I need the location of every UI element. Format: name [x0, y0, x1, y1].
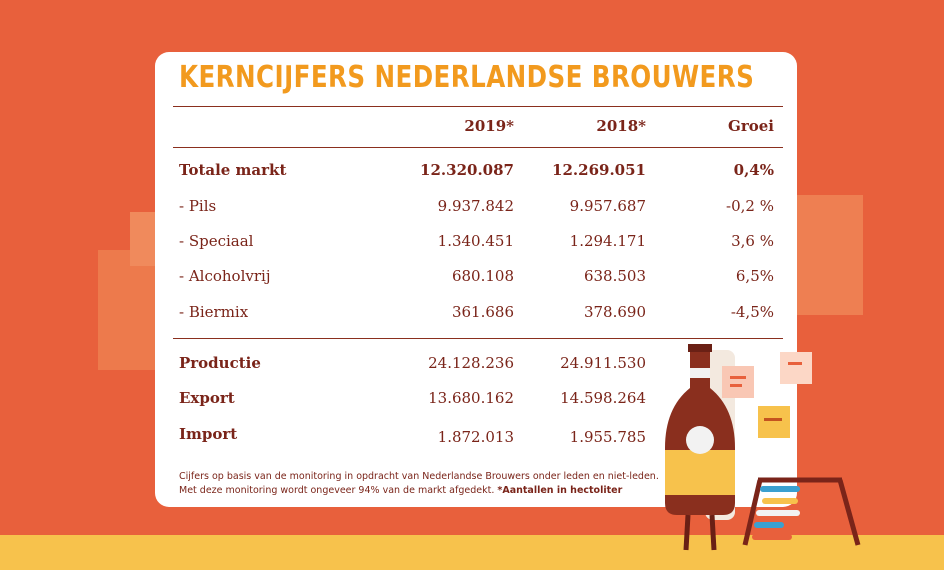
floor: [0, 535, 944, 570]
cell-value: 12.269.051: [552, 161, 646, 179]
row-label: Export: [179, 389, 235, 407]
note-line: [764, 418, 782, 421]
row-label: - Speciaal: [179, 232, 254, 250]
decor-block: [790, 195, 863, 315]
cell-value: 1.340.451: [437, 232, 514, 250]
cell-value: 361.686: [451, 303, 514, 321]
cell-value: 0,4%: [733, 161, 774, 179]
row-label: - Pils: [179, 197, 217, 215]
note: [758, 406, 790, 438]
bead: [754, 522, 784, 528]
beer: [665, 450, 735, 495]
column-header: 2018*: [596, 117, 646, 135]
row-label: - Alcoholvrij: [179, 267, 271, 285]
cell-value: 13.680.162: [428, 389, 514, 407]
bottle-label: [690, 368, 710, 378]
bead: [762, 498, 798, 504]
row-label: - Biermix: [179, 303, 249, 321]
cell-value: 378.690: [583, 303, 646, 321]
bead: [756, 510, 800, 516]
row-label: Import: [179, 425, 238, 443]
row-label: Totale markt: [179, 161, 287, 179]
footnote-line: Cijfers op basis van de monitoring in op…: [179, 471, 659, 482]
bead: [752, 534, 792, 540]
cell-value: -0,2 %: [726, 197, 774, 215]
cell-value: 1.955.785: [569, 428, 646, 446]
row-label: Productie: [179, 354, 261, 372]
bead: [760, 486, 800, 492]
cell-value: 1.872.013: [437, 428, 514, 446]
cell-value: 3,6 %: [731, 232, 774, 250]
title: KERNCIJFERS NEDERLANDSE BROUWERS: [179, 60, 755, 95]
rule: [173, 106, 783, 107]
note: [722, 366, 754, 398]
cell-value: 12.320.087: [420, 161, 514, 179]
footnote-bold: *Aantallen in hectoliter: [497, 485, 623, 496]
abacus-frame: [742, 479, 763, 546]
leg: [709, 514, 717, 551]
abacus-frame: [837, 479, 861, 546]
cell-value: 14.598.264: [560, 389, 646, 407]
column-header: Groei: [728, 117, 774, 135]
leg: [683, 514, 691, 551]
illustration: [665, 344, 861, 551]
note-line: [730, 376, 746, 379]
abacus-beads: [752, 486, 800, 540]
note-line: [730, 384, 742, 387]
bottle-cap: [688, 344, 712, 352]
note-line: [788, 362, 802, 365]
rule: [173, 338, 783, 339]
cell-value: 9.957.687: [569, 197, 646, 215]
note: [780, 352, 812, 384]
cell-value: 1.294.171: [569, 232, 646, 250]
cell-value: -4,5%: [730, 303, 774, 321]
footnote: Cijfers op basis van de monitoring in op…: [179, 470, 659, 498]
badge: [686, 426, 714, 454]
footnote-text: Met deze monitoring wordt ongeveer 94% v…: [179, 485, 495, 496]
cell-value: 24.911.530: [560, 354, 646, 372]
cell-value: 6,5%: [735, 267, 774, 285]
cell-value: 680.108: [451, 267, 514, 285]
cell-value: 9.937.842: [437, 197, 514, 215]
column-header: 2019*: [464, 117, 514, 135]
cell-value: 24.128.236: [428, 354, 514, 372]
cell-value: 638.503: [583, 267, 646, 285]
rule: [173, 147, 783, 148]
footnote-line: Met deze monitoring wordt ongeveer 94% v…: [179, 484, 659, 498]
